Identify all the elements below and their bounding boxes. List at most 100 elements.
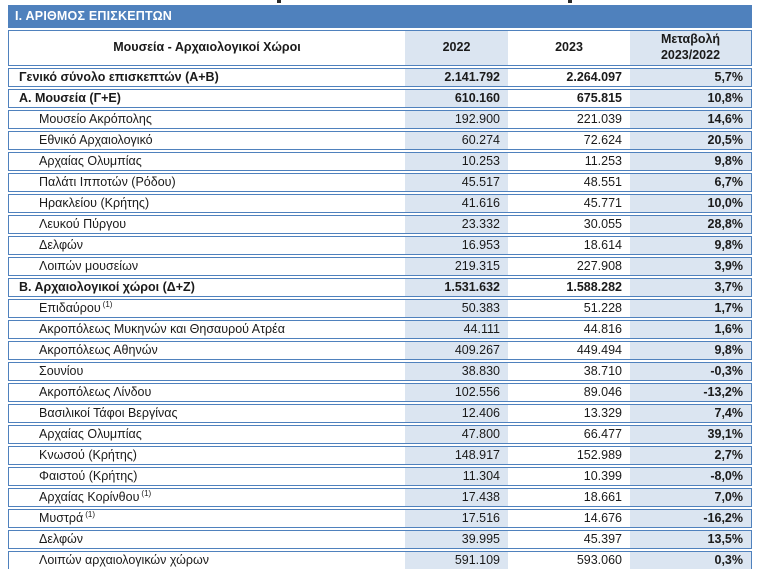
value-2022-cell: 102.556 <box>405 383 508 402</box>
change-cell: 2,7% <box>630 446 752 465</box>
change-cell: 1,6% <box>630 320 752 339</box>
column-header-2023: 2023 <box>508 30 630 66</box>
change-cell: 9,8% <box>630 341 752 360</box>
change-cell: 10,8% <box>630 89 752 108</box>
value-2022-cell: 219.315 <box>405 257 508 276</box>
row-label: Δελφών <box>39 532 84 546</box>
value-2023-cell: 89.046 <box>508 383 630 402</box>
footnote-marker: (1) <box>102 299 113 309</box>
value-2022-cell: 17.516 <box>405 509 508 528</box>
value-2023-cell: 152.989 <box>508 446 630 465</box>
change-cell: 9,8% <box>630 152 752 171</box>
value-2023-cell: 1.588.282 <box>508 278 630 297</box>
change-cell: 13,5% <box>630 530 752 549</box>
row-label: Ηρακλείου (Κρήτης) <box>39 196 150 210</box>
row-name-cell: Παλάτι Ιπποτών (Ρόδου) <box>8 173 405 192</box>
table-row: Μυστρά (1) 17.516 14.676 -16,2% <box>8 509 752 528</box>
table-row: Β. Αρχαιολογικοί χώροι (Δ+Ζ) 1.531.632 1… <box>8 278 752 297</box>
row-label: Φαιστού (Κρήτης) <box>39 469 138 483</box>
table-header-row: Μουσεία - Αρχαιολογικοί Χώροι 2022 2023 … <box>8 30 752 66</box>
row-label: Παλάτι Ιπποτών (Ρόδου) <box>39 175 176 189</box>
row-name-cell: Βασιλικοί Τάφοι Βεργίνας <box>8 404 405 423</box>
value-2022-cell: 60.274 <box>405 131 508 150</box>
value-2022-cell: 610.160 <box>405 89 508 108</box>
value-2022-cell: 409.267 <box>405 341 508 360</box>
row-name-cell: Αρχαίας Κορίνθου (1) <box>8 488 405 507</box>
change-cell: 20,5% <box>630 131 752 150</box>
row-label: Λοιπών αρχαιολογικών χώρων <box>39 553 210 567</box>
row-label: Αρχαίας Ολυμπίας <box>39 154 142 168</box>
table-row: Κνωσού (Κρήτης) 148.917 152.989 2,7% <box>8 446 752 465</box>
change-cell: 28,8% <box>630 215 752 234</box>
value-2022-cell: 591.109 <box>405 551 508 569</box>
change-cell: 6,7% <box>630 173 752 192</box>
row-name-cell: Ακροπόλεως Μυκηνών και Θησαυρού Ατρέα <box>8 320 405 339</box>
cropped-text-artifact <box>277 0 281 3</box>
row-name-cell: Επιδαύρου (1) <box>8 299 405 318</box>
change-cell: 1,7% <box>630 299 752 318</box>
table-row: Φαιστού (Κρήτης) 11.304 10.399 -8,0% <box>8 467 752 486</box>
table-row: Ακροπόλεως Μυκηνών και Θησαυρού Ατρέα 44… <box>8 320 752 339</box>
row-name-cell: Γενικό σύνολο επισκεπτών (Α+Β) <box>8 68 405 87</box>
section-title-bar: Ι. ΑΡΙΘΜΟΣ ΕΠΙΣΚΕΠΤΩΝ <box>8 5 752 28</box>
change-cell: -13,2% <box>630 383 752 402</box>
value-2023-cell: 11.253 <box>508 152 630 171</box>
value-2023-cell: 2.264.097 <box>508 68 630 87</box>
footnote-marker: (1) <box>85 509 96 519</box>
change-cell: 5,7% <box>630 68 752 87</box>
row-label: Κνωσού (Κρήτης) <box>39 448 137 462</box>
value-2023-cell: 18.614 <box>508 236 630 255</box>
row-label: Λευκού Πύργου <box>39 217 127 231</box>
table-row: Επιδαύρου (1) 50.383 51.228 1,7% <box>8 299 752 318</box>
value-2023-cell: 221.039 <box>508 110 630 129</box>
value-2023-cell: 44.816 <box>508 320 630 339</box>
change-cell: 7,0% <box>630 488 752 507</box>
table-row: Δελφών 16.953 18.614 9,8% <box>8 236 752 255</box>
value-2022-cell: 38.830 <box>405 362 508 381</box>
change-cell: -0,3% <box>630 362 752 381</box>
value-2022-cell: 2.141.792 <box>405 68 508 87</box>
change-cell: 9,8% <box>630 236 752 255</box>
table-row: Ακροπόλεως Αθηνών 409.267 449.494 9,8% <box>8 341 752 360</box>
value-2023-cell: 10.399 <box>508 467 630 486</box>
value-2022-cell: 1.531.632 <box>405 278 508 297</box>
row-name-cell: Ηρακλείου (Κρήτης) <box>8 194 405 213</box>
value-2022-cell: 148.917 <box>405 446 508 465</box>
row-label: Β. Αρχαιολογικοί χώροι (Δ+Ζ) <box>19 280 195 294</box>
value-2023-cell: 227.908 <box>508 257 630 276</box>
row-name-cell: Ακροπόλεως Λίνδου <box>8 383 405 402</box>
column-header-2022: 2022 <box>405 30 508 66</box>
table-row: Αρχαίας Κορίνθου (1) 17.438 18.661 7,0% <box>8 488 752 507</box>
value-2022-cell: 47.800 <box>405 425 508 444</box>
row-name-cell: Μουσείο Ακρόπολης <box>8 110 405 129</box>
value-2022-cell: 11.304 <box>405 467 508 486</box>
value-2023-cell: 38.710 <box>508 362 630 381</box>
table-row: Λευκού Πύργου 23.332 30.055 28,8% <box>8 215 752 234</box>
table-row: Δελφών 39.995 45.397 13,5% <box>8 530 752 549</box>
change-cell: 7,4% <box>630 404 752 423</box>
row-label: Εθνικό Αρχαιολογικό <box>39 133 153 147</box>
table-row: Ηρακλείου (Κρήτης) 41.616 45.771 10,0% <box>8 194 752 213</box>
row-name-cell: Δελφών <box>8 530 405 549</box>
value-2023-cell: 51.228 <box>508 299 630 318</box>
table-row: Γενικό σύνολο επισκεπτών (Α+Β) 2.141.792… <box>8 68 752 87</box>
footnote-marker: (1) <box>141 488 152 498</box>
row-label: Αρχαίας Κορίνθου <box>39 490 140 504</box>
value-2023-cell: 30.055 <box>508 215 630 234</box>
row-name-cell: Κνωσού (Κρήτης) <box>8 446 405 465</box>
value-2023-cell: 675.815 <box>508 89 630 108</box>
row-name-cell: Α. Μουσεία (Γ+Ε) <box>8 89 405 108</box>
table-row: Εθνικό Αρχαιολογικό 60.274 72.624 20,5% <box>8 131 752 150</box>
table-row: Μουσείο Ακρόπολης 192.900 221.039 14,6% <box>8 110 752 129</box>
table-row: Βασιλικοί Τάφοι Βεργίνας 12.406 13.329 7… <box>8 404 752 423</box>
table-row: Ακροπόλεως Λίνδου 102.556 89.046 -13,2% <box>8 383 752 402</box>
value-2022-cell: 12.406 <box>405 404 508 423</box>
table-row: Παλάτι Ιπποτών (Ρόδου) 45.517 48.551 6,7… <box>8 173 752 192</box>
column-header-change: Μεταβολή 2023/2022 <box>630 30 752 66</box>
value-2023-cell: 449.494 <box>508 341 630 360</box>
value-2023-cell: 593.060 <box>508 551 630 569</box>
value-2022-cell: 17.438 <box>405 488 508 507</box>
change-cell: 39,1% <box>630 425 752 444</box>
change-cell: 10,0% <box>630 194 752 213</box>
row-label: Δελφών <box>39 238 84 252</box>
